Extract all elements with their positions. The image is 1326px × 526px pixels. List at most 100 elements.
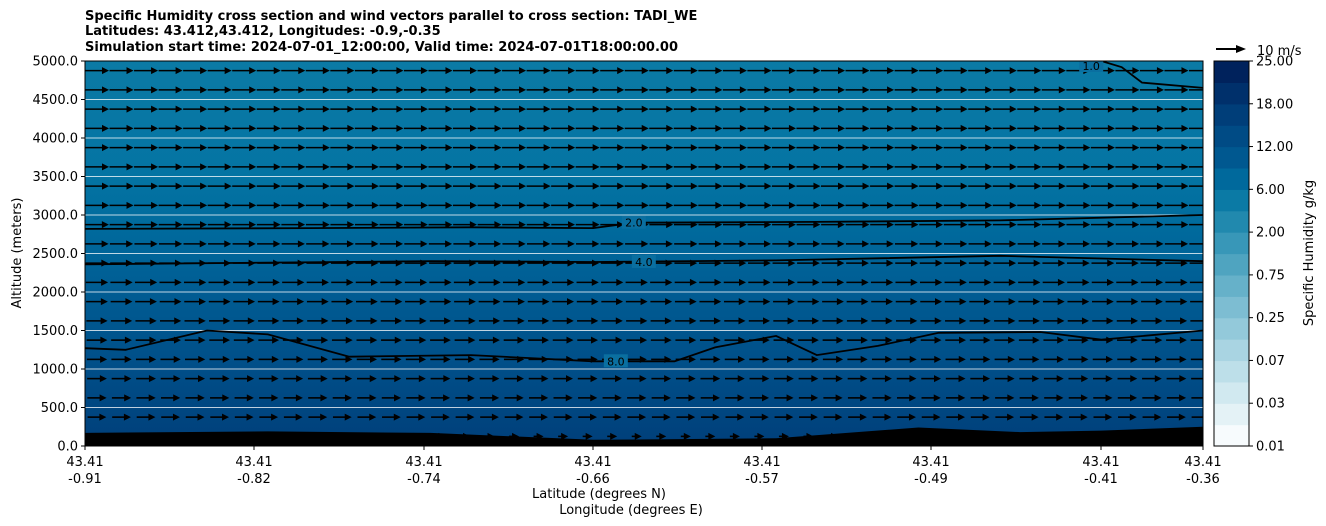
wind-arrow-head [470, 201, 477, 209]
wind-arrow-head [516, 413, 524, 421]
wind-arrow-head [518, 221, 526, 229]
wind-arrow-head [249, 124, 257, 132]
wind-arrow-head [493, 317, 501, 325]
wind-arrow-head [149, 336, 157, 344]
wind-arrow-head [634, 432, 642, 440]
chart-title-line-3: Simulation start time: 2024-07-01_12:00:… [85, 40, 678, 55]
contour-line [85, 254, 1203, 266]
wind-arrow-head [124, 336, 132, 344]
wind-arrow-head [249, 182, 257, 190]
wind-arrow-head [124, 375, 132, 383]
contour-label-bg [1079, 61, 1104, 72]
wind-arrow-head [958, 394, 966, 402]
wind-arrow-head [959, 278, 967, 286]
wind-arrow-head [369, 413, 377, 421]
wind-arrow-head [273, 240, 281, 248]
wind-arrow-head [1080, 394, 1088, 402]
wind-arrow-head [911, 124, 919, 132]
wind-arrow-head [347, 221, 355, 229]
wind-arrow-head [788, 240, 796, 248]
wind-arrow-head [585, 432, 593, 440]
wind-arrow-head [420, 221, 428, 229]
wind-arrow-head [1131, 259, 1139, 267]
wind-arrow-head [102, 201, 109, 209]
wind-arrow-head [960, 221, 968, 229]
wind-arrow-head [199, 240, 207, 248]
wind-arrow-head [1083, 105, 1091, 113]
colorbar-segment [1214, 296, 1249, 319]
wind-arrow-head [347, 182, 355, 190]
wind-arrow-head [1031, 394, 1039, 402]
wind-arrow-head [369, 394, 377, 402]
wind-arrow-head [862, 124, 870, 132]
wind-arrow-head [764, 144, 772, 152]
wind-arrow-head [960, 86, 968, 94]
wind-arrow-head [1058, 86, 1066, 94]
colorbar-segment [1214, 317, 1249, 340]
wind-arrow-head [567, 278, 575, 286]
wind-arrow-head [518, 278, 526, 286]
wind-arrow-head [1131, 298, 1139, 306]
wind-arrow-head [1008, 336, 1016, 344]
wind-arrow-head [344, 413, 352, 421]
wind-arrow-head [1129, 413, 1137, 421]
wind-arrow-head [911, 221, 919, 229]
wind-arrow-head [1132, 221, 1140, 229]
wind-arrow-head [936, 221, 944, 229]
wind-arrow-head [1083, 86, 1091, 94]
wind-arrow-head [1132, 144, 1140, 152]
wind-arrow-head [273, 67, 281, 75]
wind-arrow-head [592, 201, 600, 209]
wind-arrow-head [985, 182, 993, 190]
wind-arrow-head [959, 336, 967, 344]
wind-arrow-head [838, 163, 845, 171]
wind-arrow-head [1206, 183, 1213, 190]
wind-arrow-head [935, 298, 943, 306]
wind-arrow-head [887, 105, 895, 113]
wind-arrow-head [911, 182, 919, 190]
wind-arrow-head [1154, 413, 1162, 421]
wind-arrow-head [641, 86, 649, 94]
wind-arrow-head [862, 221, 870, 229]
wind-arrow-head [908, 413, 916, 421]
wind-arrow-head [565, 413, 573, 421]
wind-arrow-head [982, 413, 990, 421]
wind-arrow-head [764, 201, 772, 209]
wind-arrow-head [887, 163, 895, 171]
wind-arrow-head [1034, 182, 1042, 190]
wind-arrow-head [124, 394, 132, 402]
wind-arrow-head [862, 105, 870, 113]
wind-arrow-head [445, 124, 453, 132]
wind-arrow-head [298, 144, 306, 152]
wind-arrow-head [246, 413, 254, 421]
wind-arrow-head [911, 163, 919, 171]
wind-arrow-head [1034, 163, 1042, 171]
wind-arrow-head [1008, 298, 1016, 306]
wind-arrow-head [125, 278, 133, 286]
wind-arrow-head [958, 413, 966, 421]
wind-arrow-head [960, 163, 968, 171]
wind-arrow-head [617, 105, 625, 113]
wind-arrow-head [541, 394, 549, 402]
wind-arrow-head [369, 355, 377, 363]
wind-arrow-head [688, 413, 696, 421]
wind-arrow-head [126, 86, 134, 94]
wind-arrow-head [173, 394, 181, 402]
wind-arrow-head [395, 317, 403, 325]
wind-arrow-head [296, 355, 304, 363]
wind-arrow-head [1083, 124, 1091, 132]
wind-arrow-head [469, 278, 477, 286]
wind-arrow-head [690, 86, 698, 94]
contour-label: 1.0 [1082, 60, 1100, 73]
wind-arrow-head [739, 144, 747, 152]
wind-arrow-head [174, 278, 182, 286]
wind-arrow-head [100, 298, 108, 306]
wind-arrow-head [1058, 221, 1066, 229]
wind-arrow-head [738, 298, 746, 306]
wind-arrow-head [543, 86, 551, 94]
wind-arrow-head [935, 278, 943, 286]
colorbar-tick-label: 2.00 [1256, 226, 1285, 241]
wind-arrow-head [516, 394, 524, 402]
wind-arrow-head [1082, 240, 1090, 248]
